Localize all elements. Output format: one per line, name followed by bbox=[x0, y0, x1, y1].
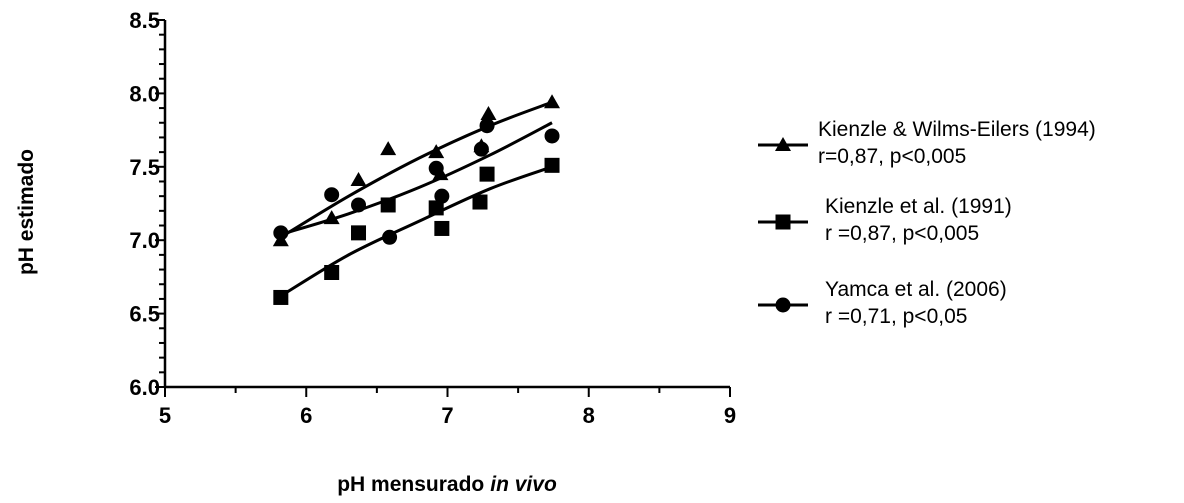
x-axis-title-main: pH mensurado bbox=[337, 473, 484, 496]
data-point-triangle bbox=[350, 172, 367, 187]
series-square bbox=[273, 157, 560, 305]
data-point-square bbox=[544, 157, 560, 173]
data-point-triangle bbox=[428, 144, 445, 159]
data-point-square bbox=[324, 264, 340, 280]
plot-area: 6.0 6.5 7.0 7.5 8.0 8.5 5 6 7 8 9 bbox=[129, 8, 736, 428]
y-tick-label: 7.5 bbox=[129, 155, 160, 180]
data-point-circle bbox=[479, 118, 495, 134]
data-point-circle bbox=[544, 128, 560, 144]
y-tick-label: 6.0 bbox=[129, 375, 160, 400]
data-point-circle bbox=[351, 197, 367, 213]
data-point-triangle bbox=[480, 105, 497, 120]
legend-stat: r =0,71, p<0,05 bbox=[825, 305, 967, 328]
data-point-circle bbox=[428, 160, 444, 176]
data-point-circle bbox=[434, 188, 450, 204]
x-tick-label: 5 bbox=[159, 403, 171, 428]
y-tick-label: 8.5 bbox=[129, 8, 160, 33]
y-tick-label: 7.0 bbox=[129, 228, 160, 253]
y-axis-title: pH estimado bbox=[15, 149, 38, 275]
legend: Kienzle & Wilms-Eilers (1994) r=0,87, p<0… bbox=[758, 118, 1096, 328]
legend-label: Kienzle et al. (1991) bbox=[825, 195, 1012, 218]
data-point-square bbox=[273, 289, 289, 305]
data-point-circle bbox=[324, 187, 340, 203]
series-layer bbox=[272, 94, 561, 305]
x-axis-title: pH mensurado in vivo bbox=[337, 473, 557, 496]
x-tick-label: 7 bbox=[441, 403, 453, 428]
data-point-circle bbox=[273, 225, 289, 241]
fit-curve-square bbox=[280, 165, 553, 298]
legend-stat: r =0,87, p<0,005 bbox=[825, 222, 979, 245]
x-axis-title-italic: in vivo bbox=[490, 473, 557, 496]
y-tick-label: 8.0 bbox=[129, 81, 160, 106]
data-point-square bbox=[479, 166, 495, 182]
legend-marker-square bbox=[775, 214, 791, 230]
data-point-triangle bbox=[380, 141, 397, 156]
data-point-circle bbox=[382, 229, 398, 245]
series-circle bbox=[273, 118, 560, 245]
data-point-triangle bbox=[544, 94, 561, 109]
legend-marker-triangle bbox=[775, 137, 791, 151]
legend-label: Yamca et al. (2006) bbox=[825, 278, 1007, 301]
fit-curve-circle bbox=[280, 121, 553, 236]
x-tick-label: 8 bbox=[583, 403, 595, 428]
y-axis-ticks: 6.0 6.5 7.0 7.5 8.0 8.5 bbox=[129, 8, 165, 400]
legend-label: Kienzle & Wilms-Eilers (1994) bbox=[818, 118, 1096, 141]
legend-stat: r=0,87, p<0,005 bbox=[818, 145, 966, 168]
legend-entry-triangle: Kienzle & Wilms-Eilers (1994) r=0,87, p<0… bbox=[758, 118, 1096, 168]
legend-entry-circle: Yamca et al. (2006) r =0,71, p<0,05 bbox=[758, 278, 1007, 328]
legend-marker-circle bbox=[775, 297, 791, 313]
data-point-square bbox=[472, 194, 488, 210]
x-tick-label: 9 bbox=[724, 403, 736, 428]
data-point-square bbox=[434, 220, 450, 236]
data-point-square bbox=[428, 200, 444, 216]
data-point-square bbox=[351, 225, 367, 241]
y-tick-label: 6.5 bbox=[129, 302, 160, 327]
x-tick-label: 6 bbox=[300, 403, 312, 428]
x-axis-ticks: 5 6 7 8 9 bbox=[159, 387, 736, 428]
fit-curve-triangle bbox=[280, 100, 553, 239]
data-point-circle bbox=[473, 141, 489, 157]
legend-entry-square: Kienzle et al. (1991) r =0,87, p<0,005 bbox=[758, 195, 1012, 245]
